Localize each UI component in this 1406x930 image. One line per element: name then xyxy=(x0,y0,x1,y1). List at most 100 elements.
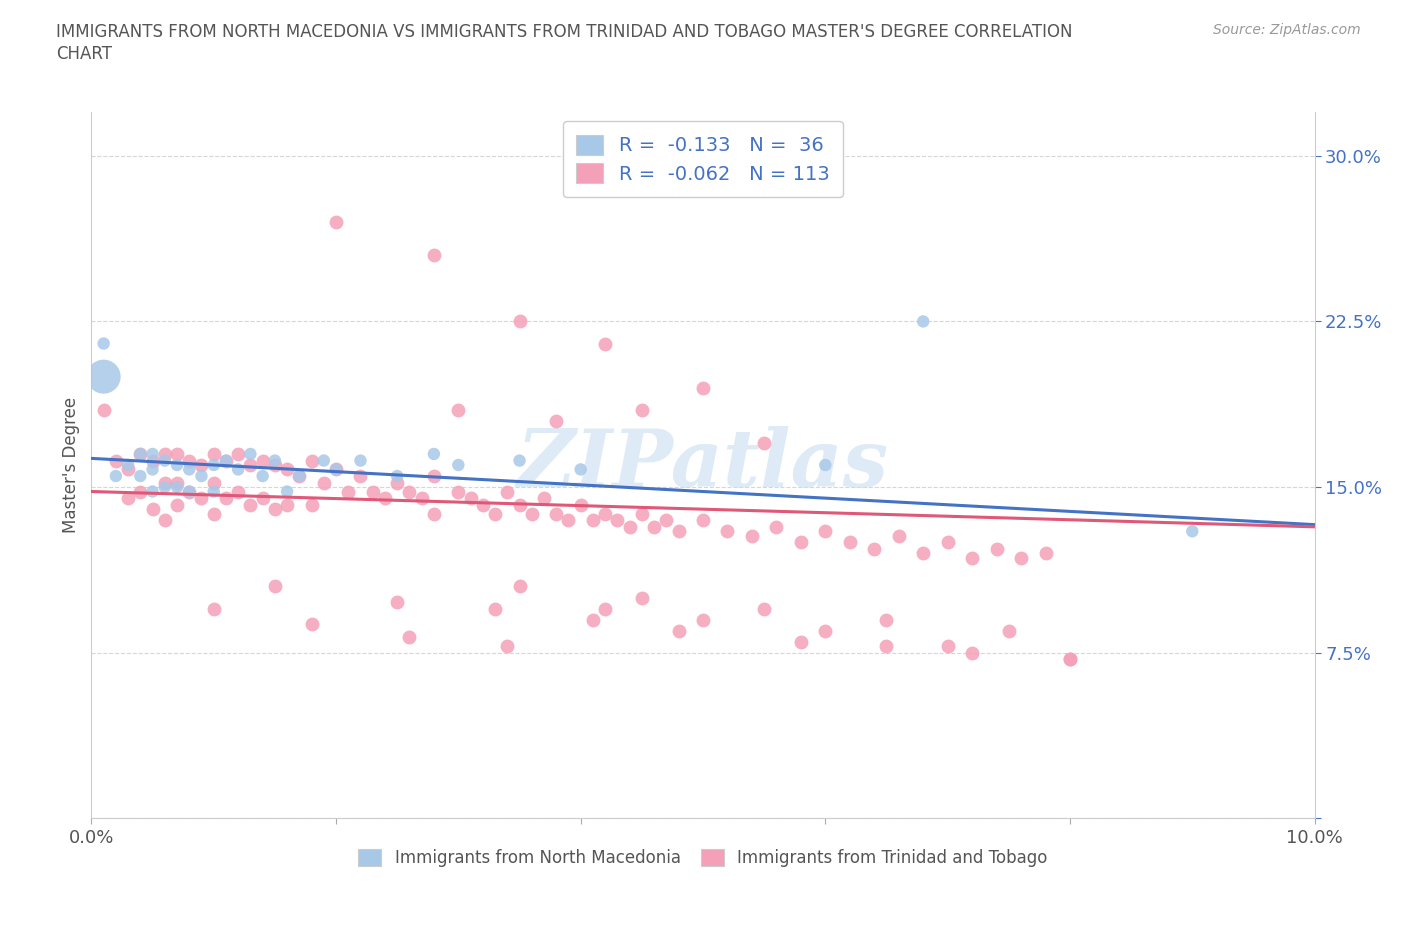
Point xyxy=(814,524,837,538)
Point xyxy=(619,519,641,534)
Point xyxy=(153,480,176,495)
Point xyxy=(1010,551,1032,565)
Point xyxy=(239,446,262,461)
Point xyxy=(912,314,935,329)
Point xyxy=(863,541,886,556)
Point xyxy=(875,612,898,627)
Point xyxy=(593,601,616,616)
Point xyxy=(288,469,311,484)
Point xyxy=(814,458,837,472)
Point xyxy=(226,485,249,499)
Point xyxy=(153,475,176,490)
Point xyxy=(814,623,837,638)
Point xyxy=(447,485,470,499)
Point xyxy=(141,502,163,517)
Point xyxy=(460,491,482,506)
Point xyxy=(276,462,298,477)
Point xyxy=(1059,652,1081,667)
Point xyxy=(790,535,813,550)
Point xyxy=(252,453,274,468)
Text: Source: ZipAtlas.com: Source: ZipAtlas.com xyxy=(1213,23,1361,37)
Point xyxy=(716,524,738,538)
Point xyxy=(986,541,1008,556)
Point xyxy=(765,519,787,534)
Point xyxy=(252,491,274,506)
Point xyxy=(141,485,163,499)
Point xyxy=(276,485,298,499)
Point xyxy=(202,485,225,499)
Point xyxy=(509,579,531,594)
Point xyxy=(349,469,371,484)
Point xyxy=(166,458,188,472)
Point xyxy=(93,369,115,384)
Point xyxy=(264,579,287,594)
Point xyxy=(398,630,420,644)
Point xyxy=(141,462,163,477)
Point xyxy=(509,498,531,512)
Point xyxy=(385,475,409,490)
Point xyxy=(398,485,420,499)
Point xyxy=(741,528,763,543)
Point xyxy=(631,591,654,605)
Point xyxy=(484,506,506,521)
Point xyxy=(887,528,910,543)
Point xyxy=(790,634,813,649)
Point xyxy=(226,462,249,477)
Point xyxy=(998,623,1021,638)
Point xyxy=(276,498,298,512)
Point xyxy=(301,498,323,512)
Point xyxy=(301,453,323,468)
Point xyxy=(509,453,531,468)
Point xyxy=(631,403,654,418)
Point xyxy=(606,512,628,527)
Point xyxy=(312,453,335,468)
Point xyxy=(202,475,225,490)
Point xyxy=(385,594,409,609)
Point xyxy=(226,446,249,461)
Point xyxy=(325,462,347,477)
Point xyxy=(264,458,287,472)
Point xyxy=(912,546,935,561)
Point xyxy=(166,480,188,495)
Point xyxy=(252,469,274,484)
Legend: Immigrants from North Macedonia, Immigrants from Trinidad and Tobago: Immigrants from North Macedonia, Immigra… xyxy=(352,843,1054,873)
Point xyxy=(179,453,201,468)
Point xyxy=(117,491,139,506)
Point xyxy=(325,215,347,230)
Point xyxy=(312,475,335,490)
Point xyxy=(655,512,678,527)
Point xyxy=(471,498,494,512)
Point xyxy=(411,491,433,506)
Point xyxy=(936,639,959,654)
Point xyxy=(423,446,446,461)
Point xyxy=(166,498,188,512)
Point xyxy=(202,601,225,616)
Point xyxy=(129,446,152,461)
Point xyxy=(582,612,605,627)
Point xyxy=(166,446,188,461)
Point xyxy=(190,469,212,484)
Point xyxy=(533,491,555,506)
Point xyxy=(1181,524,1204,538)
Point xyxy=(423,247,446,262)
Point xyxy=(1035,546,1057,561)
Point xyxy=(754,435,776,450)
Point xyxy=(960,645,983,660)
Point xyxy=(129,469,152,484)
Text: CHART: CHART xyxy=(56,45,112,62)
Point xyxy=(288,469,311,484)
Point xyxy=(593,336,616,351)
Point xyxy=(496,639,519,654)
Point xyxy=(593,506,616,521)
Point xyxy=(668,524,690,538)
Point xyxy=(754,601,776,616)
Point xyxy=(569,462,592,477)
Point xyxy=(215,453,238,468)
Point xyxy=(190,458,212,472)
Point xyxy=(692,512,714,527)
Point xyxy=(215,453,238,468)
Point xyxy=(447,458,470,472)
Point xyxy=(153,453,176,468)
Point xyxy=(104,469,127,484)
Point xyxy=(692,612,714,627)
